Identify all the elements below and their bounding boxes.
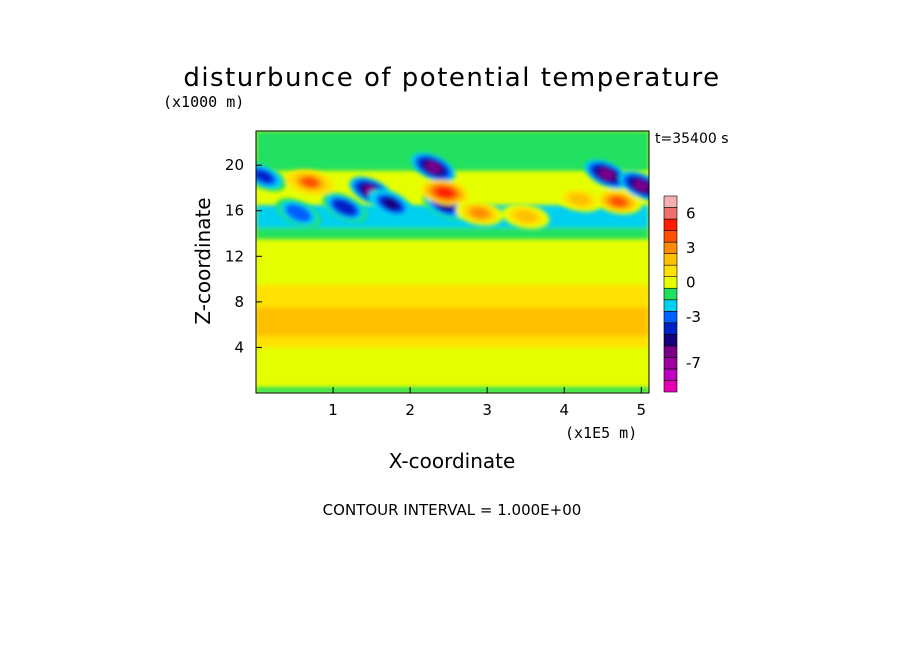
colorbar-tick-label: -7 bbox=[686, 354, 701, 372]
field-feature bbox=[610, 196, 627, 207]
x-axis: 1 2 3 4 5 bbox=[328, 387, 646, 419]
field-feature bbox=[515, 210, 537, 223]
colorbar-swatch bbox=[663, 253, 678, 266]
y-tick-label: 4 bbox=[234, 338, 244, 356]
colorbar-swatch bbox=[663, 368, 678, 381]
x-axis-label: X-coordinate bbox=[389, 449, 516, 473]
colorbar-swatch bbox=[663, 207, 678, 220]
y-axis: 4 8 12 16 20 bbox=[225, 156, 262, 356]
contour-interval-label: CONTOUR INTERVAL = 1.000E+00 bbox=[323, 501, 582, 519]
colorbar-swatch bbox=[663, 195, 678, 208]
colorbar-swatch bbox=[663, 276, 678, 289]
y-axis-label: Z-coordinate bbox=[191, 197, 215, 324]
field-band bbox=[256, 387, 649, 393]
x-tick-label: 5 bbox=[637, 401, 647, 419]
colorbar-tick-label: 6 bbox=[686, 204, 696, 222]
colorbar-swatch bbox=[663, 310, 678, 324]
x-unit-label: (x1E5 m) bbox=[565, 424, 637, 442]
field-band bbox=[256, 307, 649, 337]
colorbar-swatch bbox=[663, 241, 678, 254]
colorbar-swatch bbox=[663, 380, 678, 393]
contour-field bbox=[256, 131, 649, 393]
chart-title: disturbunce of potential temperature bbox=[183, 63, 720, 93]
x-tick-label: 2 bbox=[405, 401, 415, 419]
field-feature bbox=[383, 198, 399, 210]
field-bands bbox=[256, 131, 649, 393]
colorbar-tick-label: -3 bbox=[686, 308, 701, 326]
x-tick-label: 4 bbox=[559, 401, 569, 419]
colorbar-swatch bbox=[663, 264, 678, 278]
colorbar: 6 3 0 -3 -7 bbox=[663, 195, 701, 393]
plot-frame bbox=[255, 130, 650, 394]
colorbar-tick-label: 0 bbox=[686, 273, 696, 291]
field-feature bbox=[289, 206, 307, 220]
colorbar-swatch bbox=[663, 357, 678, 370]
colorbar-swatch bbox=[663, 322, 678, 335]
y-tick-label: 12 bbox=[225, 247, 244, 265]
z-unit-label: (x1000 m) bbox=[163, 93, 244, 111]
x-tick-label: 3 bbox=[482, 401, 492, 419]
y-tick-label: 20 bbox=[225, 156, 244, 174]
colorbar-swatch bbox=[663, 218, 678, 231]
colorbar-swatch bbox=[663, 334, 678, 347]
colorbar-swatch bbox=[663, 345, 678, 358]
field-band bbox=[256, 227, 649, 240]
field-feature bbox=[337, 201, 353, 213]
field-band bbox=[256, 131, 649, 171]
time-label: t=35400 s bbox=[655, 131, 729, 147]
field-feature bbox=[302, 177, 318, 188]
y-tick-label: 8 bbox=[234, 293, 244, 311]
colorbar-tick-label: 3 bbox=[686, 239, 696, 257]
colorbar-swatch bbox=[663, 230, 678, 243]
field-features bbox=[256, 152, 649, 229]
field-feature bbox=[599, 168, 615, 180]
field-feature bbox=[436, 187, 453, 198]
y-tick-label: 16 bbox=[225, 202, 244, 220]
field-feature bbox=[256, 170, 273, 183]
field-feature bbox=[470, 207, 489, 219]
field-feature bbox=[633, 180, 649, 192]
field-feature bbox=[425, 161, 441, 173]
field-feature bbox=[569, 193, 591, 206]
colorbar-swatch bbox=[663, 299, 678, 312]
colorbar-swatch bbox=[663, 287, 678, 301]
x-tick-label: 1 bbox=[328, 401, 338, 419]
